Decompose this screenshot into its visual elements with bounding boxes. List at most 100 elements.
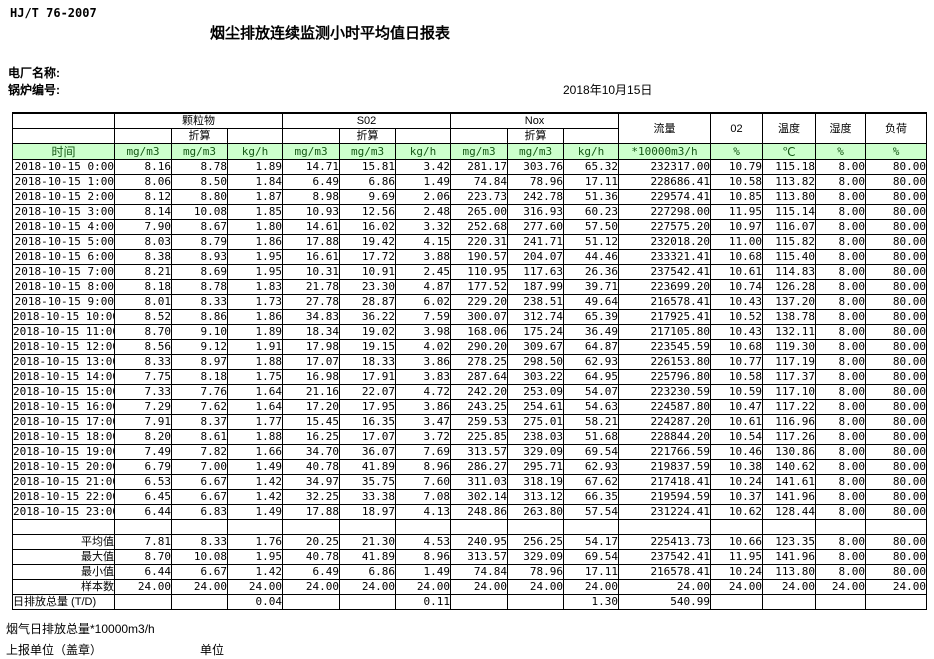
value-cell: 80.00 <box>865 369 928 385</box>
value-cell: 16.02 <box>339 219 397 235</box>
value-cell: 8.96 <box>395 459 452 475</box>
value-cell: 287.64 <box>450 369 509 385</box>
value-cell: 32.25 <box>282 489 341 505</box>
value-cell: 80.00 <box>865 459 928 475</box>
value-cell: 300.07 <box>450 309 509 325</box>
value-cell: 7.81 <box>114 534 172 550</box>
value-cell: 1.77 <box>226 414 284 430</box>
hour-row: 2018-10-15 19:00 7.49 7.82 1.66 34.70 36.07 7.… <box>12 444 928 460</box>
time-cell: 2018-10-15 1:00 <box>12 174 115 190</box>
value-cell: 6.44 <box>114 564 172 580</box>
value-cell: 1.30 <box>563 594 620 610</box>
value-cell: 8.61 <box>171 429 228 445</box>
value-cell: 34.97 <box>282 474 341 490</box>
value-cell: 303.76 <box>507 159 565 175</box>
value-cell: 36.22 <box>339 309 397 325</box>
value-cell: 15.81 <box>339 159 397 175</box>
hour-row: 2018-10-15 7:00 8.21 8.69 1.95 10.31 10.91 2.4… <box>12 264 928 280</box>
value-cell: 62.93 <box>563 459 620 475</box>
value-cell: 17.11 <box>563 174 620 190</box>
unit-label: 单位 <box>200 643 225 657</box>
value-cell: 17.95 <box>339 399 397 415</box>
value-cell: 7.76 <box>171 384 228 400</box>
value-cell: 240.95 <box>450 534 509 550</box>
time-cell: 2018-10-15 10:00 <box>12 309 115 325</box>
time-cell: 2018-10-15 7:00 <box>12 264 115 280</box>
value-cell: 69.54 <box>563 444 620 460</box>
value-cell: 10.31 <box>282 264 341 280</box>
value-cell: 132.11 <box>762 324 817 340</box>
unit-pm-mg: mg/m3 <box>114 143 172 160</box>
value-cell: 253.09 <box>507 384 565 400</box>
unit-nox-kgh: kg/h <box>563 143 620 160</box>
value-cell: 1.95 <box>226 249 284 265</box>
value-cell: 1.49 <box>226 459 284 475</box>
hour-row: 2018-10-15 16:00 7.29 7.62 1.64 17.20 17.95 3.… <box>12 399 928 415</box>
value-cell: 7.82 <box>171 444 228 460</box>
hour-row: 2018-10-15 6:00 8.38 8.93 1.95 16.61 17.72 3.8… <box>12 249 928 265</box>
value-cell: 57.54 <box>563 504 620 520</box>
value-cell: 113.80 <box>762 189 817 205</box>
value-cell: 78.96 <box>507 174 565 190</box>
value-cell: 313.12 <box>507 489 565 505</box>
value-cell: 7.08 <box>395 489 452 505</box>
value-cell: 9.12 <box>171 339 228 355</box>
value-cell: 41.89 <box>339 549 397 565</box>
value-cell: 80.00 <box>865 234 928 250</box>
value-cell: 313.57 <box>450 444 509 460</box>
value-cell: 223230.59 <box>618 384 712 400</box>
time-cell: 2018-10-15 4:00 <box>12 219 115 235</box>
value-cell: 8.00 <box>815 489 867 505</box>
boiler-number-label: 锅炉编号: <box>8 83 60 97</box>
blank-cell <box>762 519 817 535</box>
value-cell: 17.91 <box>339 369 397 385</box>
value-cell: 8.86 <box>171 309 228 325</box>
value-cell: 10.38 <box>710 459 764 475</box>
value-cell: 8.00 <box>815 234 867 250</box>
time-cell: 2018-10-15 9:00 <box>12 294 115 310</box>
header-load: 负荷 <box>865 112 928 144</box>
time-cell: 2018-10-15 15:00 <box>12 384 115 400</box>
value-cell: 3.42 <box>395 159 452 175</box>
value-cell: 141.96 <box>762 549 817 565</box>
standard-code: HJ/T 76-2007 <box>10 6 97 20</box>
value-cell: 6.83 <box>171 504 228 520</box>
unit-so2-kgh: kg/h <box>395 143 452 160</box>
value-cell: 1.49 <box>395 174 452 190</box>
value-cell: 126.28 <box>762 279 817 295</box>
value-cell: 237542.41 <box>618 549 712 565</box>
value-cell: 1.95 <box>226 549 284 565</box>
value-cell: 80.00 <box>865 219 928 235</box>
value-cell: 1.88 <box>226 354 284 370</box>
value-cell: 130.86 <box>762 444 817 460</box>
value-cell: 7.33 <box>114 384 172 400</box>
value-cell: 252.68 <box>450 219 509 235</box>
value-cell: 8.12 <box>114 189 172 205</box>
summary-label: 样本数 <box>12 579 115 595</box>
value-cell: 225413.73 <box>618 534 712 550</box>
value-cell: 80.00 <box>865 309 928 325</box>
value-cell: 80.00 <box>865 564 928 580</box>
value-cell: 116.07 <box>762 219 817 235</box>
value-cell: 80.00 <box>865 504 928 520</box>
value-cell: 7.62 <box>171 399 228 415</box>
header-o2: 02 <box>710 112 764 144</box>
blank-cell <box>12 519 115 535</box>
value-cell <box>114 594 172 610</box>
value-cell: 6.67 <box>171 489 228 505</box>
hour-row: 2018-10-15 15:00 7.33 7.76 1.64 21.16 22.07 4.… <box>12 384 928 400</box>
value-cell: 281.17 <box>450 159 509 175</box>
value-cell: 243.25 <box>450 399 509 415</box>
value-cell: 10.61 <box>710 414 764 430</box>
hour-row: 2018-10-15 22:00 6.45 6.67 1.42 32.25 33.38 7.… <box>12 489 928 505</box>
value-cell: 11.00 <box>710 234 764 250</box>
value-cell: 80.00 <box>865 159 928 175</box>
value-cell: 33.38 <box>339 489 397 505</box>
hour-row: 2018-10-15 14:00 7.75 8.18 1.75 16.98 17.91 3.… <box>12 369 928 385</box>
value-cell: 80.00 <box>865 384 928 400</box>
header-converted-nox: 折算 <box>507 128 565 144</box>
value-cell: 238.03 <box>507 429 565 445</box>
value-cell: 190.57 <box>450 249 509 265</box>
spacer-row <box>12 519 928 535</box>
value-cell <box>339 594 397 610</box>
